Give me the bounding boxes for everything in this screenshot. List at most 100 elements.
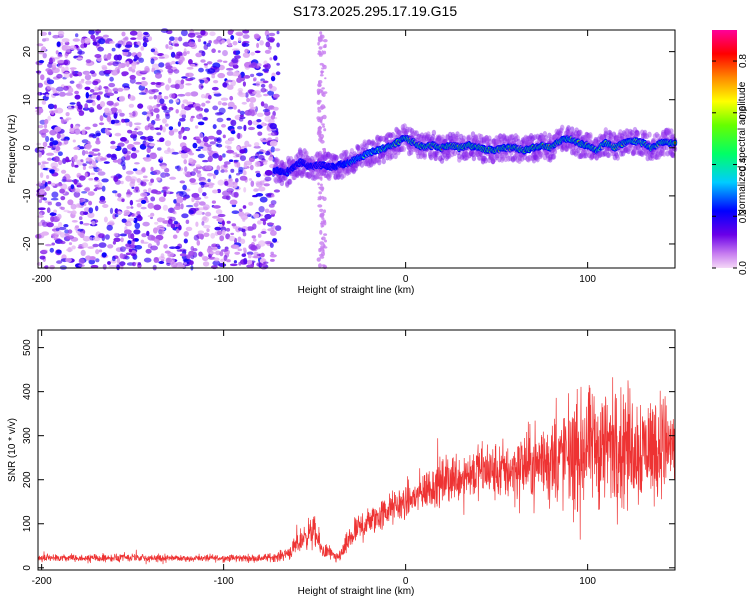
noise-cell bbox=[322, 125, 326, 128]
noise-cell bbox=[89, 70, 95, 74]
noise-cell bbox=[210, 232, 216, 239]
ridge-halo-cell bbox=[452, 150, 457, 157]
noise-cell bbox=[195, 221, 199, 227]
noise-cell bbox=[67, 105, 72, 109]
noise-cell bbox=[67, 247, 72, 253]
y-tick-label: 100 bbox=[22, 515, 33, 532]
noise-cell bbox=[225, 80, 229, 83]
noise-cell bbox=[233, 260, 237, 264]
noise-cell bbox=[65, 156, 70, 163]
noise-cell bbox=[267, 228, 275, 232]
noise-cell bbox=[208, 40, 212, 44]
noise-cell bbox=[57, 53, 63, 58]
noise-cell bbox=[254, 142, 260, 147]
noise-cell bbox=[150, 166, 154, 172]
ridge-halo-cell bbox=[669, 128, 674, 135]
noise-cell bbox=[99, 115, 104, 122]
noise-cell bbox=[153, 51, 159, 56]
noise-cell bbox=[188, 209, 194, 215]
noise-cell bbox=[239, 175, 248, 181]
noise-cell bbox=[242, 52, 250, 58]
noise-cell bbox=[105, 73, 110, 77]
noise-cell bbox=[269, 254, 277, 258]
noise-cell bbox=[129, 30, 138, 36]
noise-cell bbox=[275, 136, 279, 142]
noise-cell bbox=[123, 209, 131, 216]
noise-cell bbox=[322, 45, 327, 49]
noise-cell bbox=[171, 60, 176, 65]
noise-cell bbox=[227, 29, 234, 35]
ridge-halo-cell bbox=[671, 152, 676, 159]
noise-cell bbox=[318, 191, 323, 195]
noise-cell bbox=[37, 207, 46, 211]
noise-cell bbox=[71, 105, 75, 109]
noise-cell bbox=[97, 168, 103, 172]
noise-cell bbox=[179, 253, 187, 257]
noise-cell bbox=[132, 261, 136, 267]
noise-cell bbox=[187, 32, 196, 38]
ridge-halo-cell bbox=[389, 153, 395, 160]
noise-cell bbox=[125, 122, 130, 126]
noise-cell bbox=[320, 34, 325, 39]
snr-y-axis-label: SNR (10 * v/v) bbox=[7, 418, 18, 482]
noise-cell bbox=[267, 90, 274, 96]
noise-cell bbox=[188, 41, 196, 47]
ridge-halo-cell bbox=[422, 151, 427, 158]
noise-cell bbox=[148, 181, 153, 186]
noise-cell bbox=[217, 213, 226, 218]
noise-cell bbox=[165, 113, 171, 120]
noise-cell bbox=[168, 107, 174, 111]
noise-cell bbox=[78, 258, 85, 265]
noise-cell bbox=[71, 245, 76, 250]
noise-cell bbox=[165, 123, 169, 127]
noise-cell bbox=[196, 172, 202, 178]
noise-cell bbox=[146, 147, 151, 154]
noise-cell bbox=[159, 98, 165, 104]
noise-cell bbox=[68, 242, 73, 246]
noise-cell bbox=[94, 54, 102, 58]
noise-cell bbox=[268, 203, 275, 208]
noise-cell bbox=[156, 217, 164, 223]
noise-cell bbox=[251, 235, 256, 239]
noise-cell bbox=[52, 140, 59, 146]
noise-cell bbox=[85, 255, 92, 261]
noise-cell bbox=[120, 160, 126, 167]
noise-cell bbox=[317, 109, 322, 113]
noise-cell bbox=[162, 204, 168, 211]
noise-cell bbox=[163, 173, 171, 177]
noise-cell bbox=[168, 129, 175, 136]
noise-cell bbox=[59, 116, 63, 120]
noise-cell bbox=[266, 194, 273, 198]
noise-cell bbox=[160, 253, 165, 259]
noise-cell bbox=[78, 264, 85, 267]
noise-cell bbox=[176, 165, 181, 172]
noise-cell bbox=[322, 249, 325, 254]
noise-cell bbox=[224, 139, 233, 145]
noise-cell bbox=[75, 225, 79, 229]
noise-cell bbox=[249, 164, 254, 171]
noise-cell bbox=[50, 215, 55, 223]
noise-cell bbox=[72, 156, 78, 163]
noise-cell bbox=[67, 229, 73, 234]
noise-cell bbox=[213, 93, 222, 97]
noise-cell bbox=[93, 165, 98, 168]
noise-cell bbox=[203, 108, 209, 113]
noise-cell bbox=[316, 91, 321, 94]
noise-cell bbox=[102, 264, 107, 270]
noise-cell bbox=[53, 156, 60, 163]
noise-cell bbox=[91, 220, 96, 226]
noise-cell bbox=[59, 232, 66, 238]
noise-cell bbox=[105, 40, 109, 44]
noise-cell bbox=[233, 104, 237, 110]
noise-cell bbox=[45, 135, 50, 143]
noise-cell bbox=[57, 141, 62, 147]
noise-cell bbox=[131, 63, 137, 70]
noise-cell bbox=[48, 31, 52, 36]
noise-cell bbox=[268, 118, 275, 124]
noise-cell bbox=[55, 227, 60, 232]
noise-cell bbox=[60, 118, 65, 124]
noise-cell bbox=[226, 220, 231, 224]
noise-cell bbox=[90, 34, 96, 40]
ridge-halo-cell bbox=[588, 132, 593, 139]
noise-cell bbox=[84, 172, 88, 178]
